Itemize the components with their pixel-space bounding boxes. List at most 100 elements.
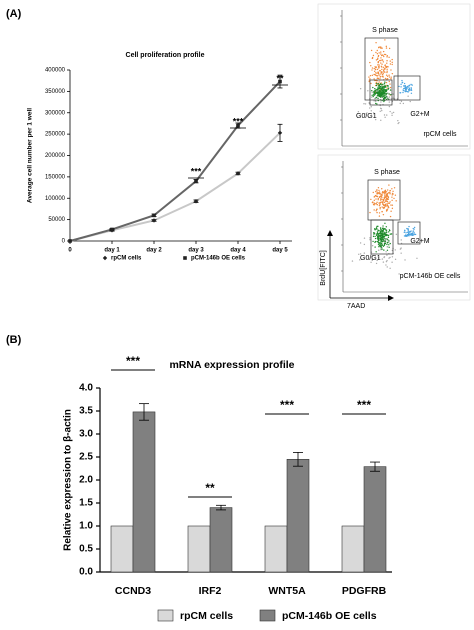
flow-dot <box>371 91 373 93</box>
flow-dot <box>389 60 391 62</box>
flow-dot <box>389 86 392 89</box>
flow-dot <box>377 243 380 245</box>
marker <box>278 79 282 84</box>
flow-dot <box>380 47 382 49</box>
gate <box>393 75 421 101</box>
flow-dot <box>374 73 376 76</box>
flow-dot <box>382 72 384 74</box>
flow-dot <box>379 192 381 195</box>
flow-dot <box>384 81 386 83</box>
x-tick-label: day 2 <box>146 248 162 254</box>
flow-x-label: 7AAD <box>347 303 365 310</box>
x-tick-label: day 1 <box>104 248 120 254</box>
flow-dot <box>374 68 377 71</box>
flow-dot <box>380 193 382 196</box>
flow-dot <box>400 83 402 86</box>
flow-dot <box>375 41 377 44</box>
flow-dot <box>400 239 402 241</box>
flow-dot <box>371 255 373 258</box>
bar <box>286 458 310 573</box>
flow-dot <box>381 91 384 94</box>
flow-dot <box>369 211 371 214</box>
flow-dot <box>380 119 382 122</box>
flow-dot <box>372 93 375 95</box>
flow-dot <box>381 229 383 231</box>
x-tick-label: day 4 <box>230 248 246 254</box>
flow-dot <box>377 64 379 66</box>
flow-dot <box>382 61 384 63</box>
flow-dot <box>408 235 410 237</box>
arrow-head <box>327 230 333 236</box>
flow-dot <box>381 235 384 237</box>
flow-dot <box>369 239 371 241</box>
flow-dot <box>378 239 380 242</box>
bar <box>110 525 134 573</box>
flow-dot <box>388 240 390 242</box>
flow-dot <box>388 241 390 243</box>
flow-dot <box>371 94 373 97</box>
flow-dot <box>383 233 386 235</box>
flow-dot <box>406 88 408 90</box>
flow-dot <box>379 203 381 206</box>
flow-dot <box>407 228 409 230</box>
flow-dot <box>375 51 377 54</box>
flow-dot <box>376 231 379 233</box>
flow-dot <box>359 259 361 261</box>
flow-dot <box>381 194 383 197</box>
flow-dot <box>386 241 389 244</box>
flow-dot <box>411 234 413 236</box>
flow-dot <box>378 85 381 87</box>
legend-label: pCM-146b OE cells <box>282 610 377 622</box>
flow-dot <box>385 74 388 76</box>
flow-dot <box>390 98 392 100</box>
flow-dot <box>382 201 384 203</box>
flow-dot <box>379 206 381 209</box>
flow-dot <box>398 121 400 124</box>
y-tick-label: 3.0 <box>79 429 93 440</box>
flow-dot <box>378 212 381 214</box>
significance-label: *** <box>126 354 140 368</box>
flow-dot <box>378 52 380 54</box>
flow-dot <box>385 205 387 207</box>
marker <box>193 199 199 204</box>
flow-dot <box>374 100 377 102</box>
flow-dot <box>386 56 388 58</box>
flow-dot <box>383 88 385 90</box>
flow-dot <box>382 93 385 95</box>
flow-dot <box>375 262 378 265</box>
flow-dot <box>389 229 391 232</box>
x-tick-label: 0 <box>68 248 72 254</box>
flow-dot <box>381 71 383 73</box>
flow-dot <box>413 232 416 234</box>
flow-dot <box>382 238 384 241</box>
bar <box>363 466 387 573</box>
flow-dot <box>379 202 381 204</box>
flow-dot <box>376 259 378 262</box>
flow-dot <box>377 230 380 232</box>
flow-dot <box>391 204 394 206</box>
flow-frame <box>317 3 471 150</box>
flow-dot <box>375 102 377 105</box>
flow-dot <box>381 206 383 208</box>
flow-dot <box>381 188 383 190</box>
flow-dot <box>370 110 373 112</box>
x-tick-label: PDGFRB <box>342 585 387 597</box>
flow-dot <box>377 237 379 239</box>
flow-dot <box>374 235 376 238</box>
flow-dot <box>384 94 386 96</box>
flow-dot <box>384 86 387 88</box>
flow-dot <box>379 199 382 201</box>
flow-dot <box>385 260 388 263</box>
flow-dot <box>387 205 390 207</box>
flow-dot <box>406 227 408 230</box>
flow-dot <box>378 189 380 192</box>
flow-dot <box>379 90 381 92</box>
flow-dot <box>386 243 388 246</box>
y-tick-label: 200000 <box>45 153 66 159</box>
y-tick-label: 2.0 <box>79 475 93 486</box>
flow-dot <box>388 101 391 103</box>
flow-dot <box>374 246 376 248</box>
flow-dot <box>414 233 416 236</box>
flow-dot <box>363 237 366 239</box>
flow-dot <box>384 90 387 92</box>
